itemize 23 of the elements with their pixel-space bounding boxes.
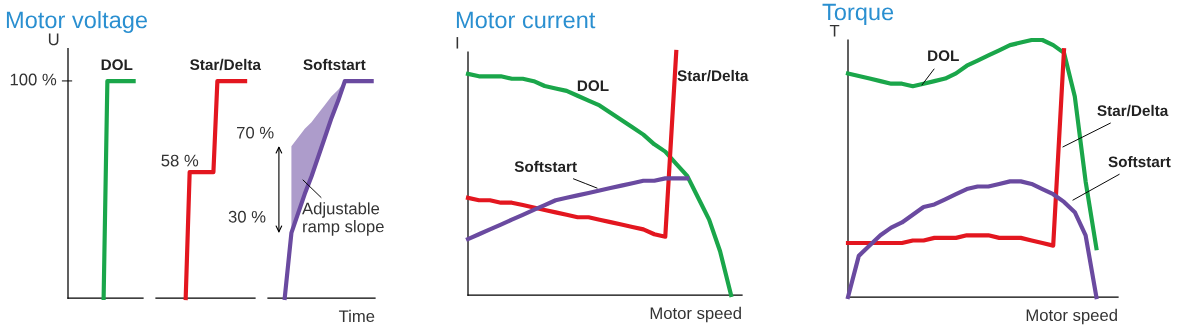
x-axis-title: Time [338, 309, 375, 323]
y-axis-title: I [456, 37, 459, 49]
annotation: 58 % [161, 154, 199, 167]
annotation: 30 % [228, 210, 266, 223]
annotation: Star/Delta [677, 69, 749, 82]
text: 100 % [10, 73, 57, 86]
x-axis-title: Motor speed [1026, 308, 1117, 325]
annotation: DOL [928, 50, 959, 62]
text: Star/Delta [190, 58, 262, 71]
text: Softstart [303, 58, 366, 71]
annotation: Adjustable ramp slope [302, 202, 384, 236]
chart-title: Torque [822, 3, 894, 25]
annotation: DOL [577, 80, 609, 92]
y-axis-title: U [48, 33, 59, 46]
y-axis-title: T [829, 25, 840, 37]
chart-title: Motor voltage [6, 11, 147, 33]
annotation: 70 % [237, 126, 274, 139]
annotation: Softstart [1108, 155, 1171, 168]
x-axis-title: Motor speed [650, 306, 741, 323]
annotation: Star/Delta [1097, 104, 1169, 117]
text: DOL [101, 59, 133, 71]
annotation: Softstart [514, 160, 577, 173]
chart-title: Motor current [456, 11, 596, 29]
